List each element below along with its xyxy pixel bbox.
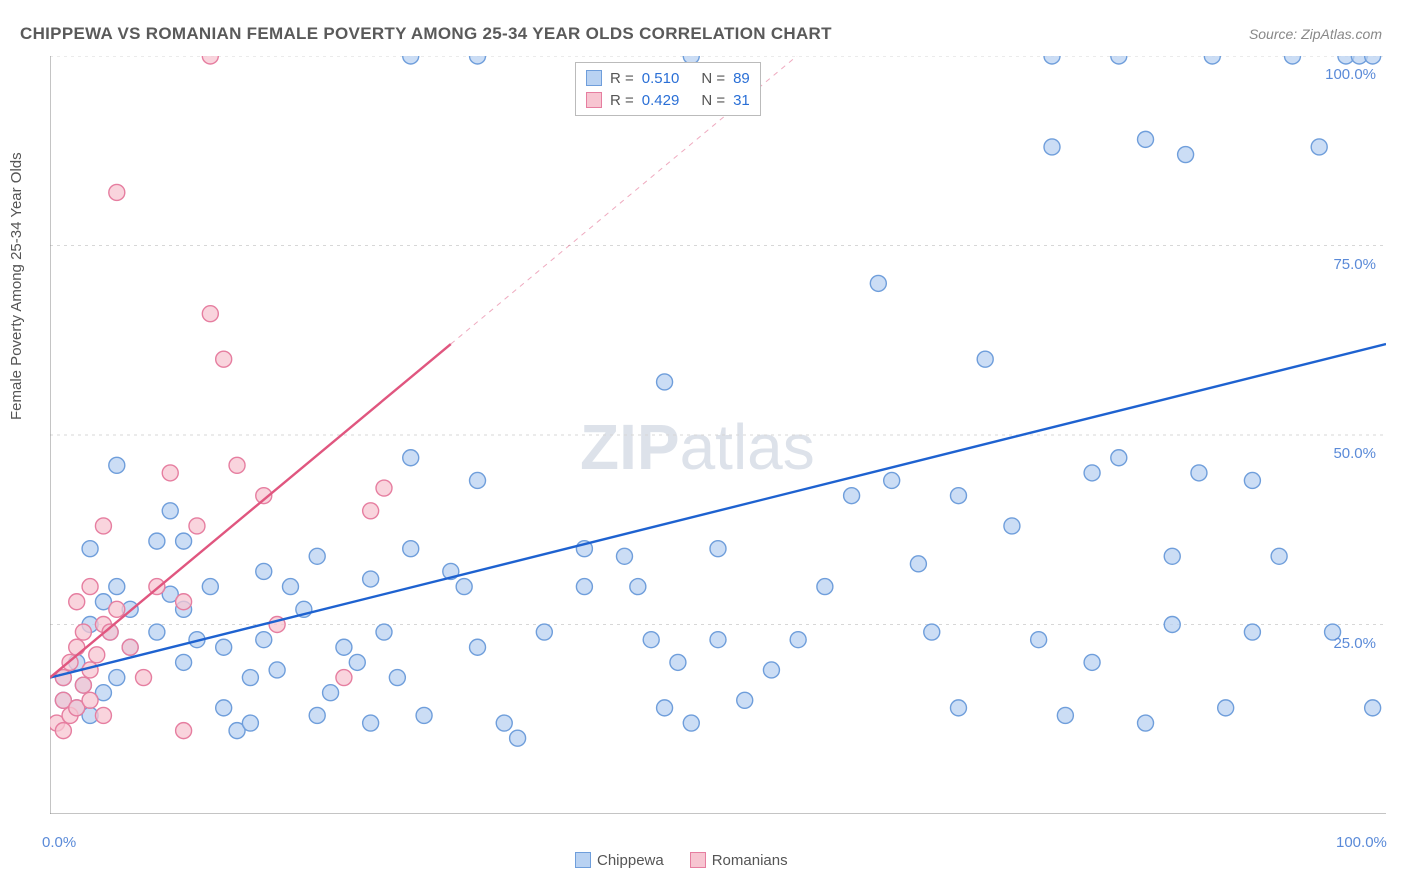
stats-row: R = 0.510 N = 89 — [586, 67, 750, 89]
stats-n-label: N = — [701, 92, 725, 109]
legend-swatch — [690, 852, 706, 868]
chart-title: CHIPPEWA VS ROMANIAN FEMALE POVERTY AMON… — [20, 24, 832, 44]
series-legend: Chippewa Romanians — [575, 852, 788, 869]
legend-item: Romanians — [690, 852, 788, 869]
stats-r-label: R = — [610, 70, 634, 87]
y-tick-label: 100.0% — [1325, 66, 1376, 83]
x-tick-label: 0.0% — [42, 834, 76, 851]
stats-n-label: N = — [701, 70, 725, 87]
x-tick-label: 100.0% — [1336, 834, 1387, 851]
stats-n-value: 89 — [733, 70, 750, 87]
stats-n-value: 31 — [733, 92, 750, 109]
legend-item: Chippewa — [575, 852, 664, 869]
legend-label: Chippewa — [597, 852, 664, 869]
stats-swatch — [586, 92, 602, 108]
stats-r-value: 0.510 — [642, 70, 680, 87]
source-attribution: Source: ZipAtlas.com — [1249, 26, 1382, 42]
y-axis-label: Female Poverty Among 25-34 Year Olds — [8, 152, 25, 420]
scatter-chart — [50, 56, 1386, 814]
stats-legend-box: R = 0.510 N = 89 R = 0.429 N = 31 — [575, 62, 761, 116]
legend-label: Romanians — [712, 852, 788, 869]
stats-r-label: R = — [610, 92, 634, 109]
y-tick-label: 25.0% — [1333, 635, 1376, 652]
stats-r-value: 0.429 — [642, 92, 680, 109]
y-tick-label: 50.0% — [1333, 445, 1376, 462]
stats-swatch — [586, 70, 602, 86]
stats-row: R = 0.429 N = 31 — [586, 89, 750, 111]
y-tick-label: 75.0% — [1333, 256, 1376, 273]
legend-swatch — [575, 852, 591, 868]
